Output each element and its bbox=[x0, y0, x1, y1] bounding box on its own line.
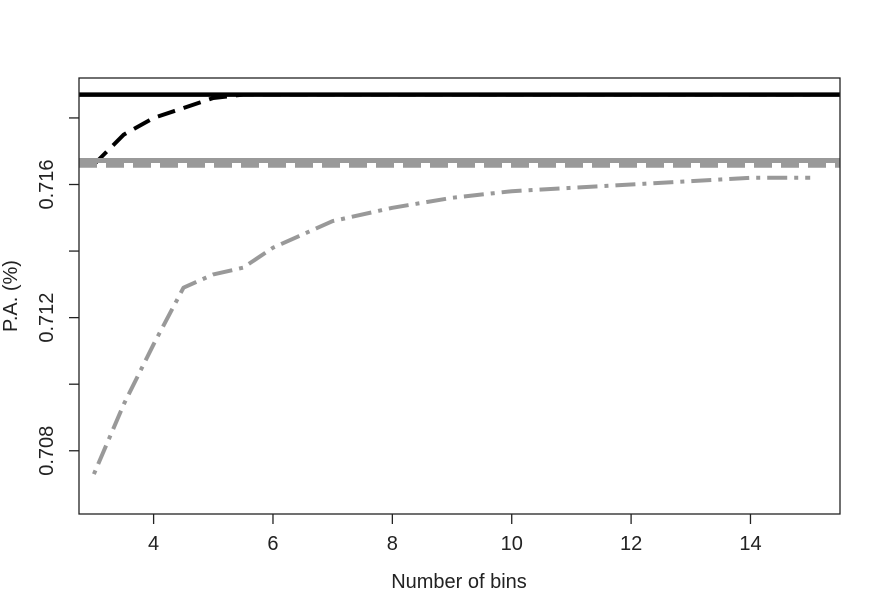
y-tick-label: 0.716 bbox=[36, 159, 58, 209]
series-line-2 bbox=[92, 92, 811, 166]
y-axis: 0.708 0.712 0.716 bbox=[36, 117, 79, 476]
series-layer bbox=[79, 92, 840, 475]
plot-frame bbox=[78, 77, 841, 515]
series-line-5 bbox=[92, 175, 811, 475]
x-axis: 4 6 8 10 12 14 bbox=[148, 514, 762, 555]
x-tick-label: 14 bbox=[739, 533, 761, 555]
y-axis-label: P.A. (%) bbox=[0, 260, 22, 332]
y-tick-label: 0.708 bbox=[36, 426, 58, 476]
x-tick-label: 12 bbox=[620, 533, 642, 555]
y-tick-label: 0.712 bbox=[36, 293, 58, 343]
x-axis-label: Number of bins bbox=[391, 571, 527, 593]
x-tick-label: 6 bbox=[267, 533, 278, 555]
x-tick-label: 4 bbox=[148, 533, 159, 555]
x-tick-label: 10 bbox=[501, 533, 523, 555]
x-tick-label: 8 bbox=[387, 533, 398, 555]
